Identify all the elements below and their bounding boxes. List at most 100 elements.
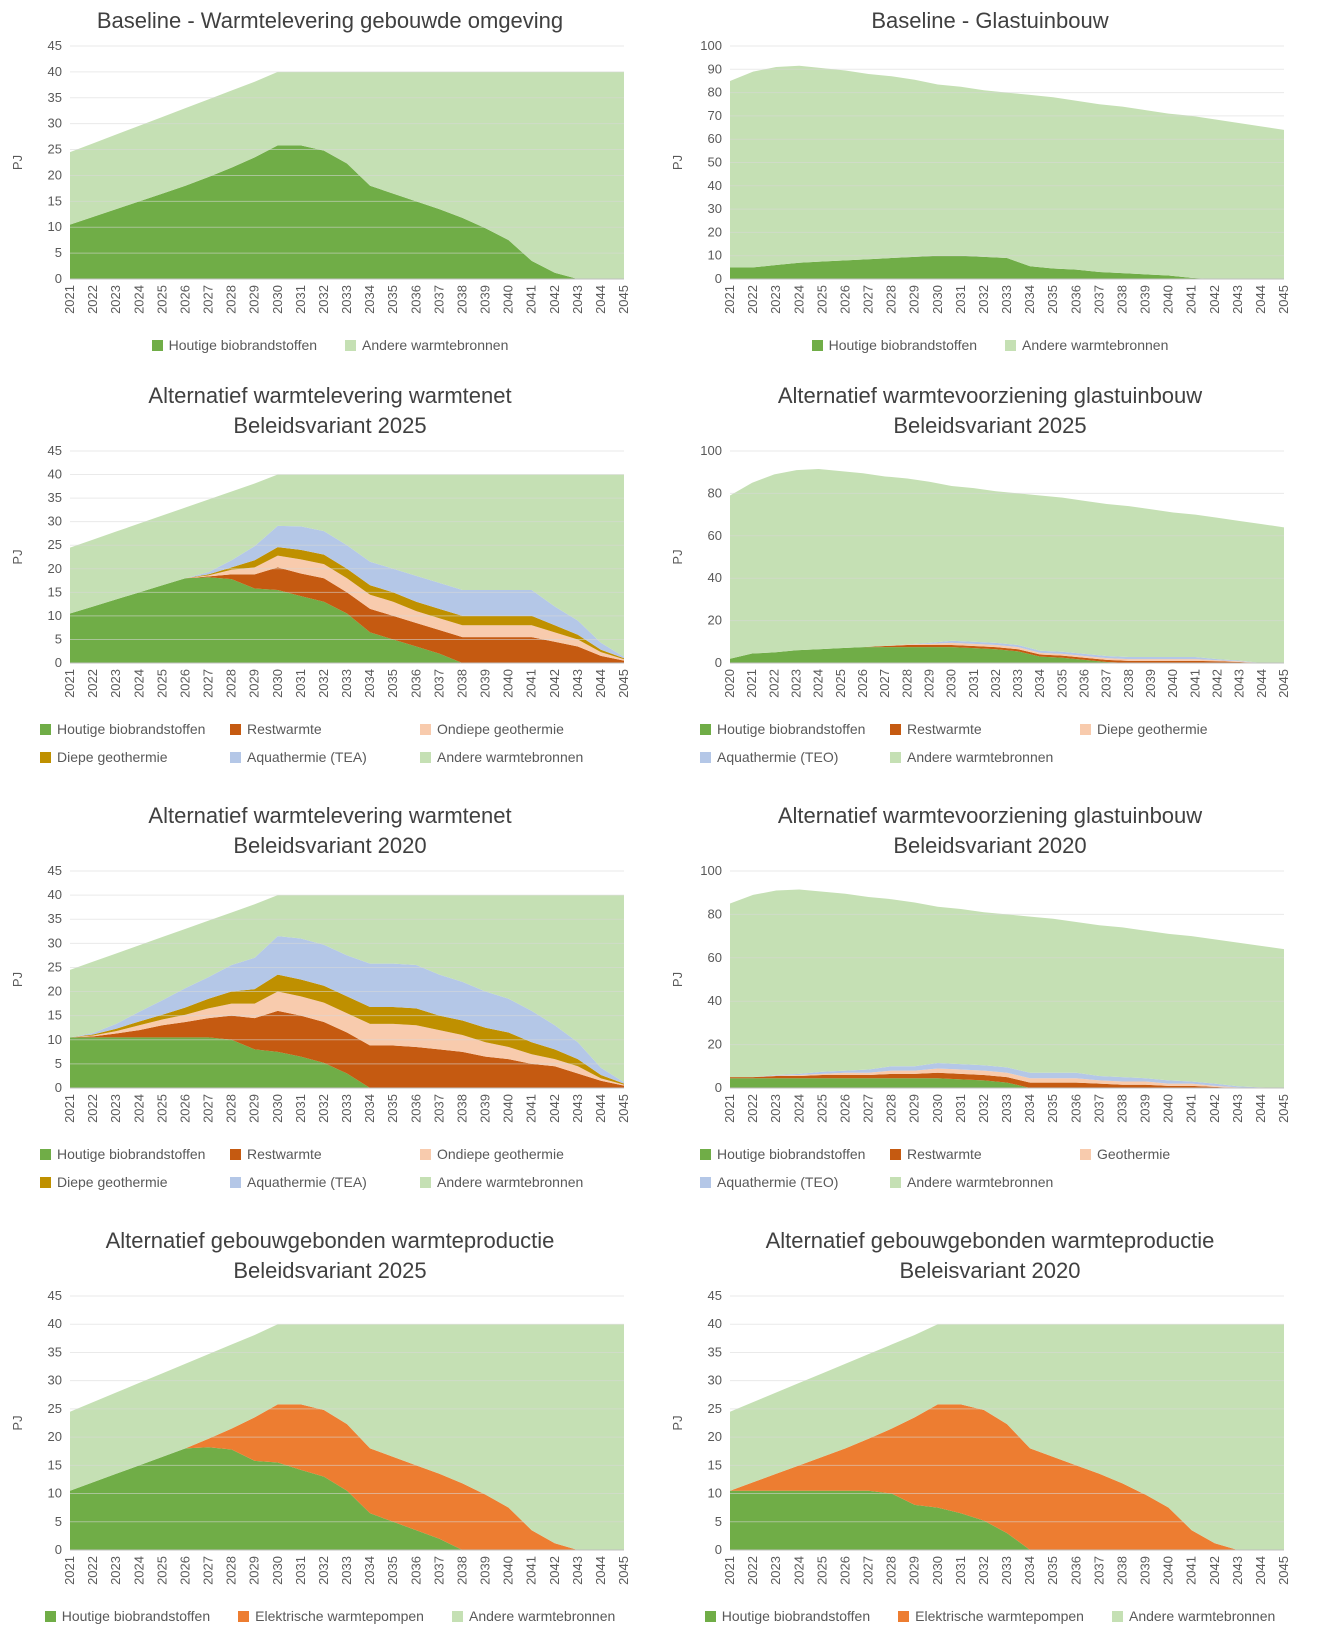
x-tick-label: 2045 <box>1276 1556 1291 1585</box>
y-tick-label: 0 <box>55 655 62 670</box>
legend-swatch <box>345 339 357 351</box>
x-tick-label: 2034 <box>362 1556 377 1585</box>
chart-subtitle: Beleidsvariant 2020 <box>893 833 1087 858</box>
y-tick-label: 30 <box>48 1373 62 1388</box>
x-tick-label: 2042 <box>1210 669 1225 698</box>
x-tick-label: 2022 <box>745 1094 760 1123</box>
chart-panel: Alternatief warmtelevering warmtenet Bele… <box>0 795 660 1220</box>
legend: Houtige biobrandstoffen Elektrische warmt… <box>660 1600 1320 1624</box>
x-tick-label: 2027 <box>201 285 216 314</box>
title-block: Alternatief warmtevoorziening glastuinbo… <box>660 375 1320 441</box>
x-tick-label: 2035 <box>385 1094 400 1123</box>
legend-label: Andere warmtebronnen <box>907 749 1054 765</box>
legend-item: Restwarmte <box>230 1146 420 1162</box>
x-tick-label: 2043 <box>1230 1556 1245 1585</box>
x-tick-label: 2032 <box>976 1556 991 1585</box>
y-tick-label: 45 <box>48 443 62 458</box>
chart-panel: Alternatief gebouwgebonden warmteproduct… <box>0 1220 660 1650</box>
title-block: Alternatief gebouwgebonden warmteproduct… <box>660 1220 1320 1286</box>
y-tick-label: 0 <box>715 1080 722 1095</box>
y-tick-label: 50 <box>708 155 722 170</box>
legend: Houtige biobrandstoffen Restwarmte Ondiepe… <box>0 713 660 765</box>
x-tick-label: 2034 <box>1032 669 1047 698</box>
x-tick-label: 2028 <box>224 1556 239 1585</box>
x-tick-label: 2026 <box>837 1094 852 1123</box>
x-tick-label: 2029 <box>907 1094 922 1123</box>
x-tick-label: 2027 <box>201 1556 216 1585</box>
x-tick-label: 2043 <box>1230 285 1245 314</box>
legend-item: Houtige biobrandstoffen <box>151 337 317 353</box>
legend-label: Andere warmtebronnen <box>1022 337 1169 353</box>
x-tick-label: 2044 <box>1254 669 1269 698</box>
y-tick-label: 40 <box>48 64 62 79</box>
x-tick-label: 2032 <box>316 1094 331 1123</box>
y-tick-label: 25 <box>48 959 62 974</box>
legend-label: Andere warmtebronnen <box>1128 1608 1276 1624</box>
legend-swatch <box>230 1148 241 1160</box>
legend-label: Elektrische warmtepompen <box>255 1608 424 1624</box>
legend-swatch <box>1080 1148 1091 1160</box>
x-tick-label: 2042 <box>1207 1094 1222 1123</box>
area <box>730 1068 1284 1088</box>
legend-item: Houtige biobrandstoffen <box>700 1146 890 1162</box>
y-tick-label: 10 <box>708 1486 722 1501</box>
title-block: Baseline - Glastuinbouw <box>660 0 1320 36</box>
legend-item: Ondiepe geothermie <box>420 721 610 737</box>
legend-label: Ondiepe geothermie <box>437 1146 564 1162</box>
chart-title: Alternatief warmtevoorziening glastuinbo… <box>777 383 1203 408</box>
y-tick-label: 60 <box>708 950 722 965</box>
x-tick-label: 2022 <box>85 1094 100 1123</box>
legend-item: Elektrische warmtepompen <box>898 1608 1084 1624</box>
y-tick-label: 30 <box>48 514 62 529</box>
legend-label: Restwarmte <box>907 721 982 737</box>
x-tick-label: 2021 <box>744 669 759 698</box>
x-tick-label: 2044 <box>593 285 608 314</box>
x-tick-label: 2022 <box>745 1556 760 1585</box>
x-tick-label: 2029 <box>907 1556 922 1585</box>
x-tick-label: 2034 <box>362 285 377 314</box>
y-tick-label: 60 <box>708 131 722 146</box>
chart-panel: Baseline - Glastuinbouw PJ 2021 2022 2023 202… <box>660 0 1320 375</box>
x-tick-label: 2033 <box>999 1556 1014 1585</box>
legend: Houtige biobrandstoffen Andere warmtebron… <box>0 329 660 353</box>
area <box>730 1404 1284 1550</box>
x-tick-label: 2027 <box>861 1094 876 1123</box>
x-tick-label: 2023 <box>108 285 123 314</box>
legend-item: Andere warmtebronnen <box>1005 337 1168 353</box>
x-tick-label: 2023 <box>768 1094 783 1123</box>
x-tick-label: 2026 <box>855 669 870 698</box>
x-tick-label: 2036 <box>1068 285 1083 314</box>
legend-item: Houtige biobrandstoffen <box>811 337 977 353</box>
legend-swatch <box>230 1176 241 1188</box>
legend-item: Andere warmtebronnen <box>420 749 610 765</box>
legend: Houtige biobrandstoffen Elektrische warmt… <box>0 1600 660 1624</box>
legend-label: Houtige biobrandstoffen <box>717 1146 866 1162</box>
x-tick-label: 2022 <box>85 669 100 698</box>
x-tick-label: 2030 <box>270 669 285 698</box>
title-block: Baseline - Warmtelevering gebouwde omgev… <box>0 0 660 36</box>
legend-label: Geothermie <box>1097 1146 1171 1162</box>
x-tick-label: 2037 <box>431 669 446 698</box>
x-tick-label: 2041 <box>1184 1556 1199 1585</box>
area <box>730 469 1284 663</box>
x-tick-label: 2023 <box>768 1556 783 1585</box>
x-tick-label: 2031 <box>293 1094 308 1123</box>
legend-swatch <box>230 723 241 735</box>
x-tick-label: 2037 <box>1091 285 1106 314</box>
y-tick-label: 90 <box>708 61 722 76</box>
y-tick-label: 20 <box>48 1429 62 1444</box>
legend-label: Elektrische warmtepompen <box>915 1608 1084 1624</box>
area <box>730 1490 1284 1550</box>
x-tick-label: 2036 <box>408 285 423 314</box>
x-tick-label: 2042 <box>1207 1556 1222 1585</box>
y-tick-label: 30 <box>708 201 722 216</box>
area <box>70 974 624 1085</box>
x-tick-label: 2027 <box>201 669 216 698</box>
legend-label: Houtige biobrandstoffen <box>57 1146 206 1162</box>
y-tick-label: 30 <box>48 935 62 950</box>
y-tick-label: 30 <box>708 1373 722 1388</box>
